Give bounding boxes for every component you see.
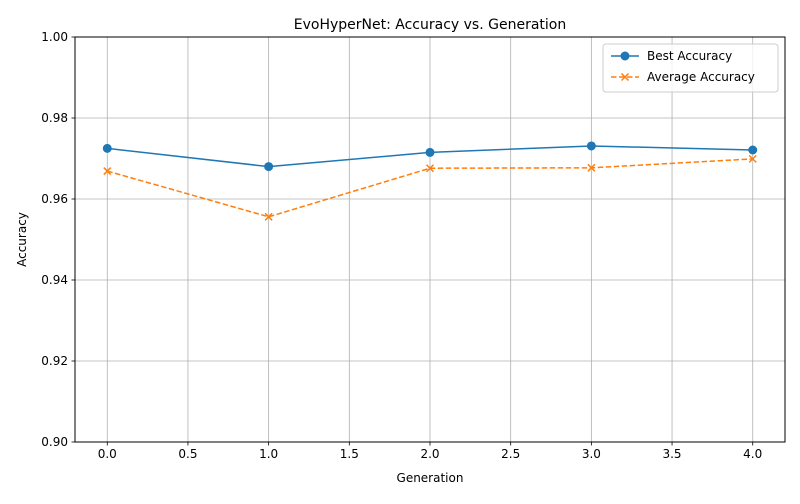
x-axis-label: Generation bbox=[397, 471, 464, 485]
data-point-average-accuracy bbox=[103, 167, 112, 176]
x-tick-label: 3.5 bbox=[662, 447, 681, 461]
data-point-average-accuracy-stroke bbox=[748, 154, 757, 163]
x-tick-label: 0.5 bbox=[178, 447, 197, 461]
data-point-best-accuracy bbox=[586, 141, 596, 151]
x-tick-label: 2.0 bbox=[420, 447, 439, 461]
data-point-best-accuracy bbox=[102, 143, 112, 153]
legend: Best Accuracy Average Accuracy bbox=[602, 43, 779, 93]
x-tick-label: 1.5 bbox=[340, 447, 359, 461]
series-best-accuracy bbox=[102, 141, 758, 172]
x-tick-label: 2.5 bbox=[501, 447, 520, 461]
data-point-average-accuracy-stroke bbox=[103, 167, 112, 176]
y-tick-label: 1.00 bbox=[41, 30, 68, 44]
y-tick-label: 0.92 bbox=[41, 354, 68, 368]
data-point-average-accuracy bbox=[425, 164, 435, 173]
chart-title: EvoHyperNet: Accuracy vs. Generation bbox=[294, 17, 566, 33]
data-point-average-accuracy-stroke bbox=[587, 163, 596, 172]
x-axis-ticks: 0.0 0.5 1.0 1.5 2.0 2.5 3.0 3.5 4.0 bbox=[98, 442, 762, 461]
y-tick-label: 0.98 bbox=[41, 111, 68, 125]
y-axis-ticks: 0.90 0.92 0.94 0.96 0.98 1.00 bbox=[41, 30, 75, 449]
legend-entry-average-accuracy: Average Accuracy bbox=[611, 70, 755, 84]
data-point-best-accuracy bbox=[748, 145, 758, 155]
x-tick-label: 4.0 bbox=[743, 447, 762, 461]
y-tick-label: 0.94 bbox=[41, 273, 68, 287]
series-layer bbox=[102, 141, 758, 221]
y-axis-label: Accuracy bbox=[15, 212, 29, 267]
data-point-best-accuracy bbox=[264, 162, 274, 172]
legend-label-average-accuracy: Average Accuracy bbox=[647, 70, 755, 84]
data-point-best-accuracy bbox=[425, 147, 435, 157]
data-point-average-accuracy bbox=[587, 163, 596, 172]
data-point-average-accuracy bbox=[264, 212, 273, 221]
x-tick-label: 1.0 bbox=[259, 447, 278, 461]
legend-box bbox=[602, 43, 779, 93]
legend-entry-best-accuracy: Best Accuracy bbox=[611, 49, 732, 63]
x-tick-label: 3.0 bbox=[582, 447, 601, 461]
data-point-average-accuracy-stroke bbox=[264, 212, 273, 221]
data-point-average-accuracy-stroke bbox=[425, 164, 435, 173]
legend-marker-average-accuracy bbox=[620, 72, 630, 82]
y-tick-label: 0.90 bbox=[41, 435, 68, 449]
legend-marker-average-accuracy-stroke bbox=[620, 72, 630, 82]
legend-marker-best-accuracy bbox=[620, 51, 630, 61]
data-point-average-accuracy bbox=[748, 154, 757, 163]
legend-label-best-accuracy: Best Accuracy bbox=[647, 49, 732, 63]
y-tick-label: 0.96 bbox=[41, 192, 68, 206]
legend-entries: Best Accuracy Average Accuracy bbox=[611, 49, 755, 84]
series-average-accuracy bbox=[103, 154, 757, 221]
x-tick-label: 0.0 bbox=[98, 447, 117, 461]
